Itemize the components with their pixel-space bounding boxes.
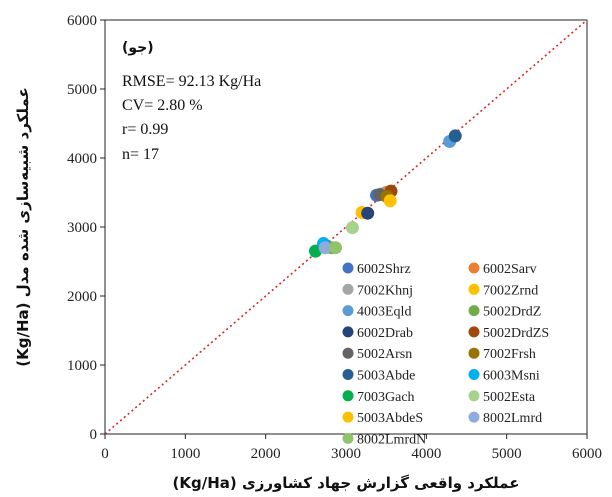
x-tick-label: 0	[101, 446, 109, 462]
legend-marker-6002Sarv	[468, 262, 480, 274]
legend-marker-6002Shrz	[342, 262, 354, 274]
legend-label-7002Zrnd: 7002Zrnd	[483, 283, 538, 298]
legend-marker-8002Lmrd	[468, 411, 480, 423]
y-axis-title: عملکرد شبیه‌سازی شده مدل (Kg/Ha)	[14, 87, 32, 366]
legend-marker-5003AbdeS	[342, 411, 354, 423]
y-tick-label: 6000	[67, 13, 97, 29]
x-tick-label: 6000	[572, 446, 602, 462]
y-tick-label: 0	[90, 427, 98, 443]
legend-marker-8002LmrdN	[342, 432, 354, 444]
n-label: n= 17	[122, 146, 159, 163]
x-tick-label: 5000	[492, 446, 522, 462]
legend-marker-7002Zrnd	[468, 283, 480, 295]
x-axis-ticks: 0 1000 2000 3000 4000 5000 6000	[101, 434, 602, 462]
legend-label-7002Frsh: 7002Frsh	[483, 347, 536, 362]
legend-label-6002Sarv: 6002Sarv	[483, 262, 537, 277]
legend-marker-7002Khnj	[342, 283, 354, 295]
legend-label-4003Eqld: 4003Eqld	[357, 305, 411, 320]
data-points	[308, 129, 462, 258]
data-point-6002Drab	[361, 206, 375, 220]
legend-label-8002LmrdN: 8002LmrdN	[357, 432, 426, 447]
r-label: r= 0.99	[122, 121, 168, 138]
x-tick-label: 4000	[411, 446, 441, 462]
legend-label-5002Arsn: 5002Arsn	[357, 347, 412, 362]
legend-marker-7003Gach	[342, 390, 354, 402]
x-tick-label: 3000	[331, 446, 361, 462]
data-point-5003Abde	[448, 129, 462, 143]
x-axis-title: عملکرد واقعی گزارش جهاد کشاورزی (Kg/Ha)	[173, 474, 520, 492]
y-axis-ticks: 0 1000 2000 3000 4000 5000 6000	[67, 13, 105, 443]
legend-marker-7002Frsh	[468, 347, 480, 359]
x-tick-label: 2000	[251, 446, 281, 462]
data-point-5002Esta	[345, 221, 359, 235]
legend-marker-5002DrdZS	[468, 326, 480, 338]
legend-label-5002DrdZS: 5002DrdZS	[483, 326, 549, 341]
legend-marker-6002Drab	[342, 326, 354, 338]
legend-label-7003Gach: 7003Gach	[357, 390, 415, 405]
data-point-8002LmrdN	[329, 241, 343, 255]
y-tick-label: 4000	[67, 151, 97, 167]
one-to-one-line	[104, 19, 588, 435]
data-point-8002Lmrd	[318, 241, 332, 255]
legend-label-5002Esta: 5002Esta	[483, 390, 536, 405]
legend-marker-5002Esta	[468, 390, 480, 402]
legend-label-6002Drab: 6002Drab	[357, 326, 413, 341]
legend: 6002Shrz 6002Sarv 7002Khnj 7002Zrnd 4003Eqld…	[342, 262, 549, 447]
legend-marker-5003Abde	[342, 369, 354, 380]
legend-marker-4003Eqld	[342, 305, 354, 317]
y-tick-label: 3000	[67, 220, 97, 236]
data-point-5003AbdeS	[383, 194, 397, 208]
legend-label-5003Abde: 5003Abde	[357, 369, 415, 384]
legend-marker-6003Msni	[468, 369, 480, 380]
y-tick-label: 5000	[67, 82, 97, 98]
x-tick-label: 1000	[170, 446, 200, 462]
rmse-label: RMSE= 92.13 Kg/Ha	[122, 73, 261, 90]
y-tick-label: 1000	[67, 358, 97, 374]
y-tick-label: 2000	[67, 289, 97, 305]
legend-label-8002Lmrd: 8002Lmrd	[483, 411, 542, 426]
legend-label-7002Khnj: 7002Khnj	[357, 283, 413, 298]
legend-label-5003AbdeS: 5003AbdeS	[357, 411, 423, 426]
legend-label-6002Shrz: 6002Shrz	[357, 262, 411, 277]
legend-label-6003Msni: 6003Msni	[483, 369, 540, 384]
legend-label-5002DrdZ: 5002DrdZ	[483, 305, 541, 320]
legend-marker-5002DrdZ	[468, 305, 480, 317]
panel-label: (جو)	[122, 40, 154, 56]
cv-label: CV= 2.80 %	[122, 97, 203, 114]
legend-marker-5002Arsn	[342, 347, 354, 359]
